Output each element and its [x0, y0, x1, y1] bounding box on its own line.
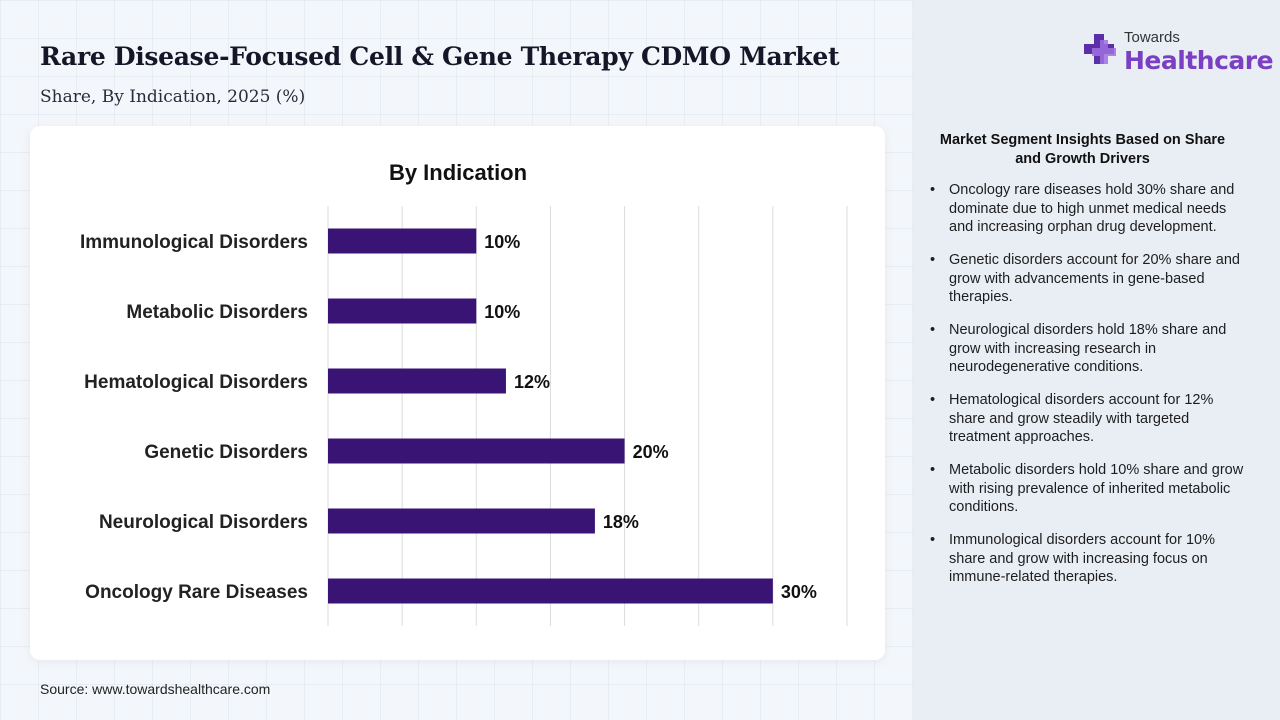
medical-cross-icon — [1084, 34, 1116, 64]
insight-item: • Oncology rare diseases hold 30% share a… — [930, 181, 1245, 237]
data-label: 12% — [514, 372, 550, 392]
insight-text: Neurological disorders hold 18% share an… — [949, 322, 1227, 375]
insight-item: • Immunological disorders account for 10%… — [930, 531, 1245, 587]
bar — [328, 578, 773, 604]
data-label: 10% — [484, 302, 520, 322]
data-label: 18% — [603, 512, 639, 532]
insight-text: Hematological disorders account for 12% … — [949, 392, 1214, 445]
data-label: 10% — [484, 232, 520, 252]
insight-item: • Hematological disorders account for 12%… — [930, 391, 1245, 447]
bar — [328, 298, 477, 324]
bar-chart: By Indication Immunological Disorders 10%… — [80, 160, 848, 626]
brand-logo: Towards Healthcare — [1080, 26, 1274, 80]
insights-list: • Oncology rare diseases hold 30% share a… — [930, 181, 1245, 601]
logo-text-small: Towards — [1124, 29, 1180, 46]
bullet-icon: • — [930, 462, 936, 478]
bullet-icon: • — [930, 532, 936, 548]
data-label: 20% — [633, 442, 669, 462]
bar — [328, 508, 595, 534]
bullet-icon: • — [930, 252, 936, 268]
insight-text: Immunological disorders account for 10% … — [949, 532, 1215, 585]
category-label: Metabolic Disorders — [126, 302, 308, 323]
insight-text: Genetic disorders account for 20% share … — [949, 252, 1240, 305]
data-label: 30% — [781, 582, 817, 602]
insights-sidebar — [913, 0, 1280, 720]
insight-item: • Metabolic disorders hold 10% share and … — [930, 461, 1245, 517]
category-label: Oncology Rare Diseases — [85, 582, 308, 603]
category-label: Immunological Disorders — [80, 232, 308, 253]
category-label: Genetic Disorders — [144, 442, 308, 463]
logo-text-big: Healthcare — [1124, 46, 1274, 75]
bar — [328, 438, 625, 464]
insight-item: • Neurological disorders hold 18% share a… — [930, 321, 1245, 377]
chart-title: By Indication — [389, 160, 527, 185]
chart-bars: Immunological Disorders 10% Metabolic Diso… — [80, 228, 817, 604]
insights-title: Market Segment Insights Based on Share a… — [939, 132, 1226, 167]
category-label: Hematological Disorders — [84, 372, 308, 393]
bar — [328, 228, 477, 254]
page-subtitle: Share, By Indication, 2025 (%) — [40, 87, 306, 107]
category-label: Neurological Disorders — [99, 512, 308, 533]
insight-text: Metabolic disorders hold 10% share and g… — [949, 462, 1244, 515]
source-note: Source: www.towardshealthcare.com — [40, 681, 271, 697]
chart-grid — [327, 206, 848, 626]
insight-text: Oncology rare diseases hold 30% share an… — [949, 182, 1235, 235]
bar — [328, 368, 506, 394]
bullet-icon: • — [930, 322, 936, 338]
page-title: Rare Disease-Focused Cell & Gene Therapy… — [40, 42, 840, 71]
chart-card: By Indication Immunological Disorders 10%… — [30, 126, 885, 660]
bullet-icon: • — [930, 392, 936, 408]
bullet-icon: • — [930, 182, 936, 198]
insight-item: • Genetic disorders account for 20% share… — [930, 251, 1245, 307]
